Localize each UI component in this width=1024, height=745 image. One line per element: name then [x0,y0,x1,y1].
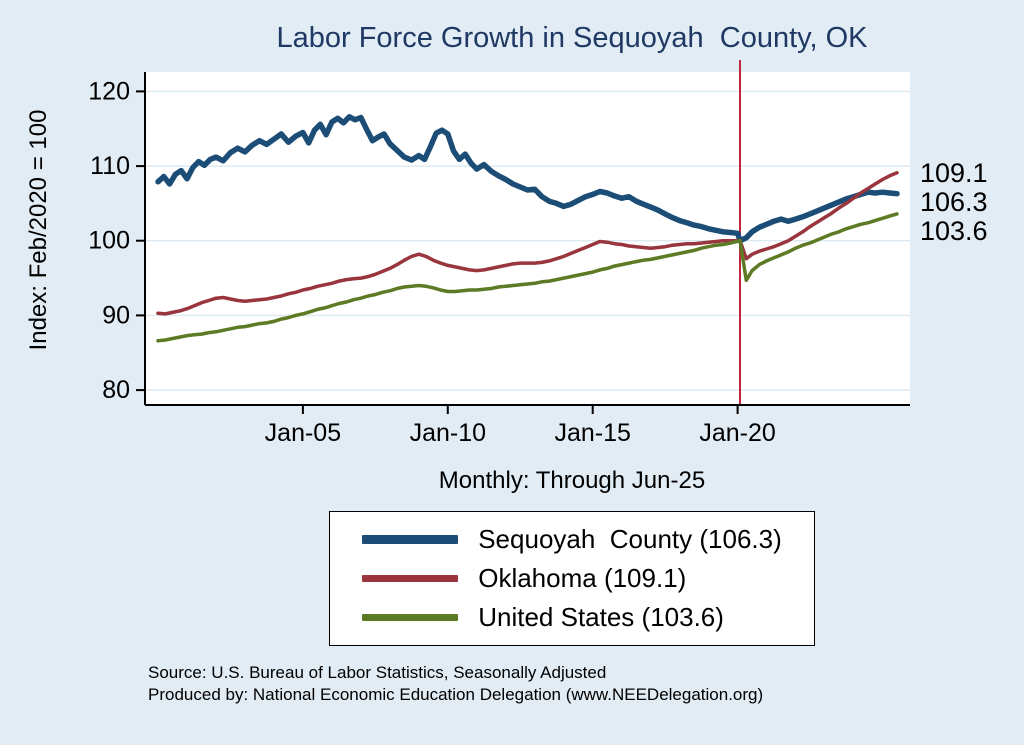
y-tick-label: 90 [102,301,130,329]
plot-svg: 80 90 100 110 120 Jan-05 Jan-10 Jan-15 Jan-20 109… [88,60,988,447]
x-tick-label: Jan-15 [554,419,630,447]
series-line-oklahoma [156,171,899,316]
x-tick-label: Jan-05 [265,419,341,447]
end-value-label: 103.6 [920,216,988,246]
y-axis-label: Index: Feb/2020 = 100 [25,109,52,351]
legend-row-sequoyah-county: Sequoyah County (106.3) [362,524,782,555]
y-tick-label: 110 [90,152,130,180]
source-line-2: Produced by: National Economic Education… [148,685,764,705]
x-tick-label: Jan-20 [699,419,775,447]
legend-row-united-states: United States (103.6) [362,602,782,633]
plot-background [145,72,910,405]
y-tick-label: 80 [102,376,130,404]
chart-subtitle: Monthly: Through Jun-25 [438,467,706,494]
legend-box: Sequoyah County (106.3) Oklahoma (109.1)… [329,511,815,646]
end-value-label: 106.3 [920,187,988,217]
legend-swatch-oklahoma [362,575,459,582]
end-value-label: 109.1 [920,158,988,188]
legend-label-united-states: United States (103.6) [478,602,724,632]
series-line-united-states [156,212,899,343]
series-line-sequoyah-county [155,114,900,244]
legend-label-oklahoma: Oklahoma (109.1) [478,563,687,593]
legend-swatch-sequoyah-county [362,534,459,545]
legend-label-sequoyah-county: Sequoyah County (106.3) [478,524,782,554]
legend-container: Sequoyah County (106.3) Oklahoma (109.1)… [120,511,1024,646]
source-line-1: Source: U.S. Bureau of Labor Statistics,… [148,663,607,682]
y-tick-label: 100 [88,227,130,255]
y-tick-label: 120 [88,77,130,105]
source-note: Source: U.S. Bureau of Labor Statistics,… [148,662,1024,706]
x-tick-label: Jan-10 [410,419,486,447]
legend-row-oklahoma: Oklahoma (109.1) [362,563,782,594]
chart-title: Labor Force Growth in Sequoyah County, O… [276,22,868,54]
legend-swatch-united-states [362,614,459,621]
